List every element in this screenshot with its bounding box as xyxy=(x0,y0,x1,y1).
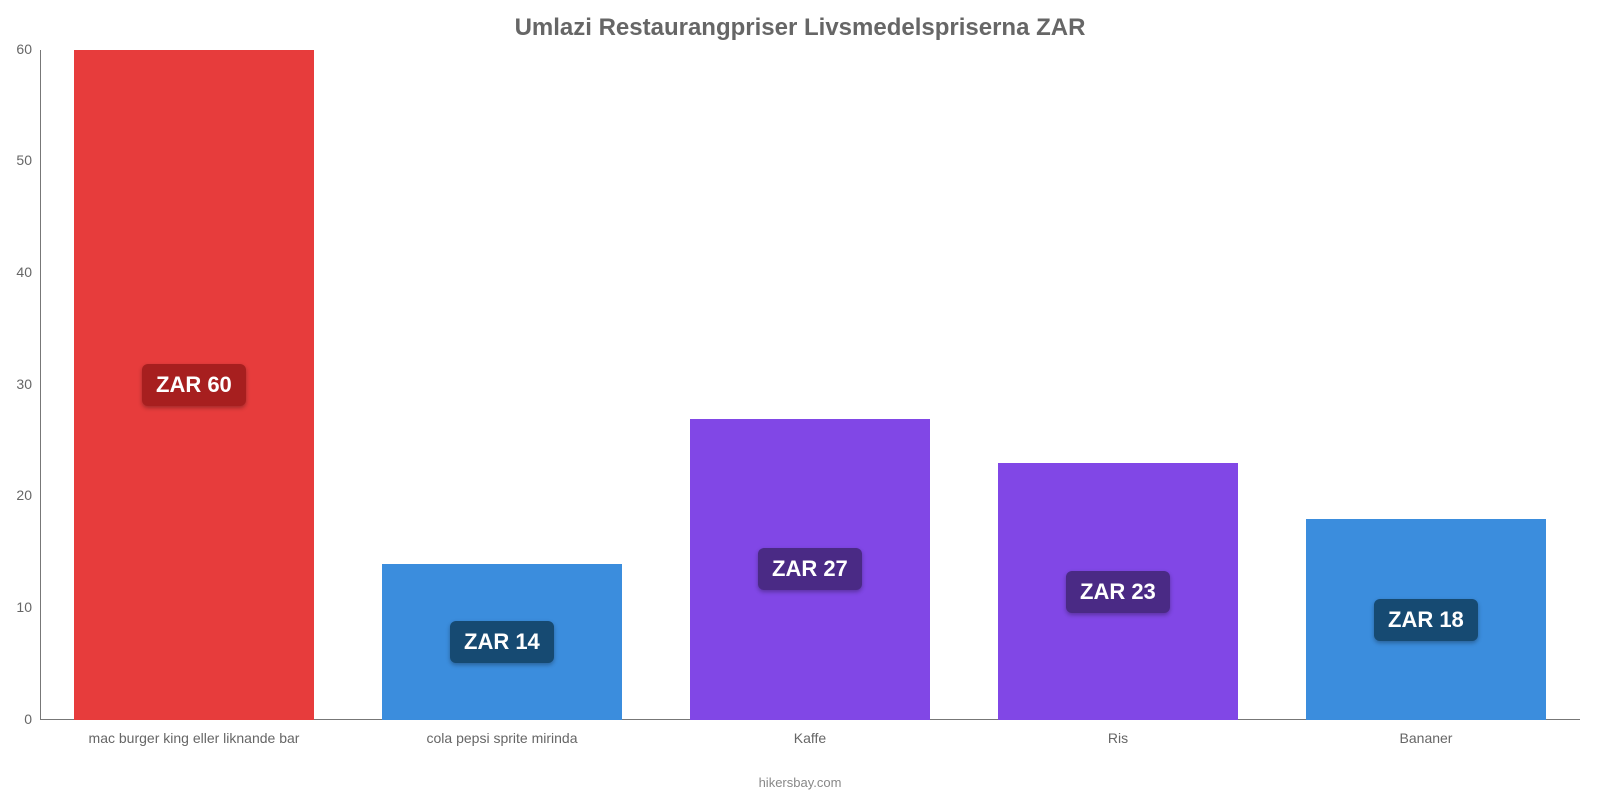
x-tick-label: Bananer xyxy=(1400,730,1453,746)
y-axis-line xyxy=(40,50,41,720)
y-tick-label: 40 xyxy=(2,264,32,280)
x-tick-label: Kaffe xyxy=(794,730,826,746)
plot-area: 0102030405060ZAR 60mac burger king eller… xyxy=(40,50,1580,720)
y-tick-label: 30 xyxy=(2,376,32,392)
x-tick-label: cola pepsi sprite mirinda xyxy=(427,730,578,746)
chart-title: Umlazi Restaurangpriser Livsmedelspriser… xyxy=(0,14,1600,42)
y-tick-label: 20 xyxy=(2,487,32,503)
chart-container: Umlazi Restaurangpriser Livsmedelspriser… xyxy=(0,0,1600,800)
y-tick-label: 50 xyxy=(2,152,32,168)
bar-value-label: ZAR 18 xyxy=(1374,599,1478,641)
y-tick-label: 60 xyxy=(2,41,32,57)
y-tick-label: 0 xyxy=(2,711,32,727)
bar-value-label: ZAR 60 xyxy=(142,364,246,406)
x-tick-label: mac burger king eller liknande bar xyxy=(89,730,300,746)
bar-value-label: ZAR 23 xyxy=(1066,571,1170,613)
x-tick-label: Ris xyxy=(1108,730,1128,746)
y-tick-label: 10 xyxy=(2,599,32,615)
attribution-text: hikersbay.com xyxy=(0,775,1600,790)
bar-value-label: ZAR 14 xyxy=(450,621,554,663)
bar-value-label: ZAR 27 xyxy=(758,548,862,590)
